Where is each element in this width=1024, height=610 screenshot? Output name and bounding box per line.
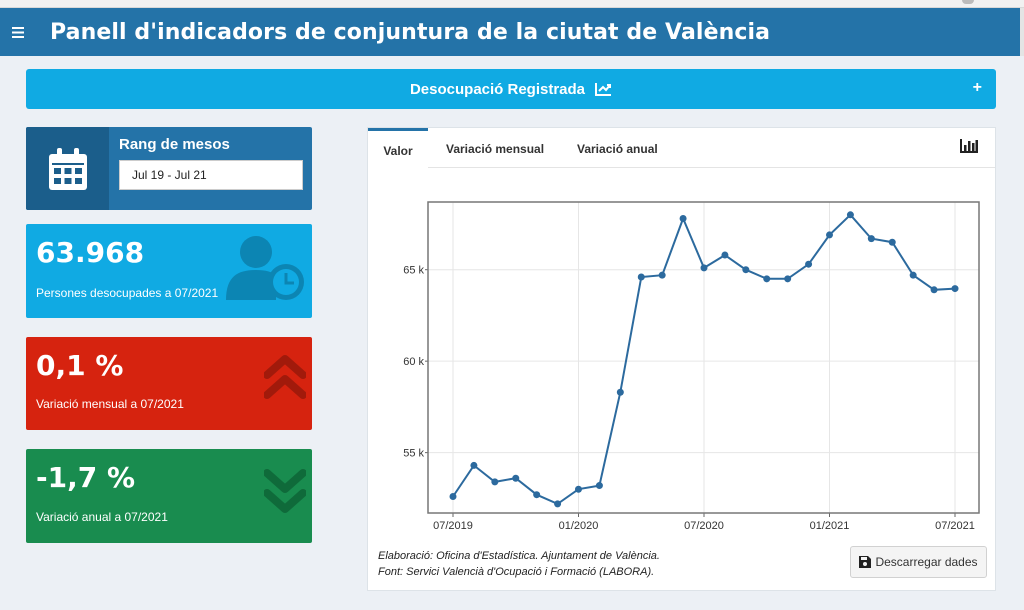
data-point [700, 264, 708, 272]
date-range-input[interactable]: Jul 19 - Jul 21 [119, 160, 303, 190]
line-chart-icon [595, 82, 612, 96]
data-point [658, 271, 666, 279]
data-point [867, 235, 875, 243]
data-point [449, 493, 457, 501]
unemployed-persons-box: 63.968 Persones desocupades a 07/2021 [26, 224, 312, 318]
y-tick-label: 55 k [403, 448, 424, 460]
x-tick-label: 07/2019 [433, 520, 473, 532]
calendar-icon [48, 147, 87, 190]
double-chevron-up-icon [263, 353, 307, 408]
bar-chart-icon[interactable] [960, 139, 978, 158]
app-header: Panell d'indicadors de conjuntura de la … [0, 8, 1024, 56]
data-point [826, 231, 833, 239]
line-chart: 55 k 60 k 65 k 07/2019 01/2020 07/2020 01/2021… [403, 201, 980, 532]
download-label: Descarregar dades [875, 555, 978, 569]
x-tick-label: 01/2021 [810, 520, 850, 532]
chart-panel: Valor Variació mensual Variació anual 55… [367, 127, 996, 591]
unemployed-persons-value: 63.968 [36, 236, 145, 269]
chart-notes: Elaboració: Oficina d'Estadística. Ajunt… [378, 548, 660, 580]
x-tick-label: 07/2020 [684, 520, 724, 532]
data-point [554, 500, 562, 508]
data-point [721, 251, 729, 259]
tab-valor[interactable]: Valor [368, 128, 428, 169]
data-point [930, 286, 938, 294]
browser-top-strip [0, 0, 1024, 8]
section-toggle-bar[interactable]: Desocupació Registrada + [26, 69, 996, 109]
data-point [805, 260, 813, 268]
download-data-button[interactable]: Descarregar dades [850, 546, 987, 578]
monthly-variation-box: 0,1 % Variació mensual a 07/2021 [26, 337, 312, 430]
monthly-variation-value: 0,1 % [36, 349, 124, 382]
data-point [533, 491, 541, 499]
tab-variacio-anual[interactable]: Variació anual [577, 142, 658, 156]
annual-variation-label: Variació anual a 07/2021 [36, 510, 168, 524]
data-point [888, 238, 896, 246]
note-source: Font: Servici Valencià d'Ocupació i Form… [378, 566, 655, 578]
section-title: Desocupació Registrada [409, 80, 586, 98]
x-tick-label: 01/2020 [559, 520, 599, 532]
data-point [616, 388, 624, 396]
annual-variation-box: -1,7 % Variació anual a 07/2021 [26, 449, 312, 543]
hamburger-icon [12, 26, 24, 38]
user-clock-icon [226, 232, 308, 307]
data-point [951, 285, 959, 293]
y-tick-label: 65 k [403, 265, 424, 277]
menu-toggle-button[interactable] [0, 8, 36, 56]
data-point [679, 214, 687, 222]
chart-tabs: Valor Variació mensual Variació anual [368, 128, 995, 169]
scroll-nub [962, 0, 974, 4]
data-point [637, 273, 645, 281]
plot-frame [427, 201, 980, 514]
data-point [595, 482, 603, 490]
data-point [575, 485, 582, 493]
data-point [784, 275, 792, 283]
annual-variation-value: -1,7 % [36, 461, 136, 494]
x-tick-label: 07/2021 [935, 520, 975, 532]
range-box: Rang de mesos Jul 19 - Jul 21 [26, 127, 312, 210]
expand-icon[interactable]: + [972, 79, 982, 96]
double-chevron-down-icon [263, 465, 307, 520]
floppy-disk-icon [859, 556, 872, 568]
range-title: Rang de mesos [119, 136, 230, 153]
data-point [512, 474, 520, 482]
header-edge [1020, 8, 1024, 56]
range-content: Rang de mesos Jul 19 - Jul 21 [109, 127, 312, 210]
tab-variacio-mensual[interactable]: Variació mensual [446, 142, 545, 156]
data-point [763, 275, 771, 283]
data-point [846, 211, 854, 219]
note-elaboration: Elaboració: Oficina d'Estadística. Ajunt… [378, 550, 660, 562]
calendar-icon-cell [26, 127, 109, 210]
unemployed-persons-label: Persones desocupades a 07/2021 [36, 286, 219, 300]
monthly-variation-label: Variació mensual a 07/2021 [36, 397, 184, 411]
data-point [470, 461, 478, 469]
data-point [742, 266, 750, 274]
page-title: Panell d'indicadors de conjuntura de la … [50, 19, 771, 45]
data-point [909, 271, 917, 279]
y-tick-label: 60 k [403, 356, 424, 368]
data-point [491, 478, 499, 486]
